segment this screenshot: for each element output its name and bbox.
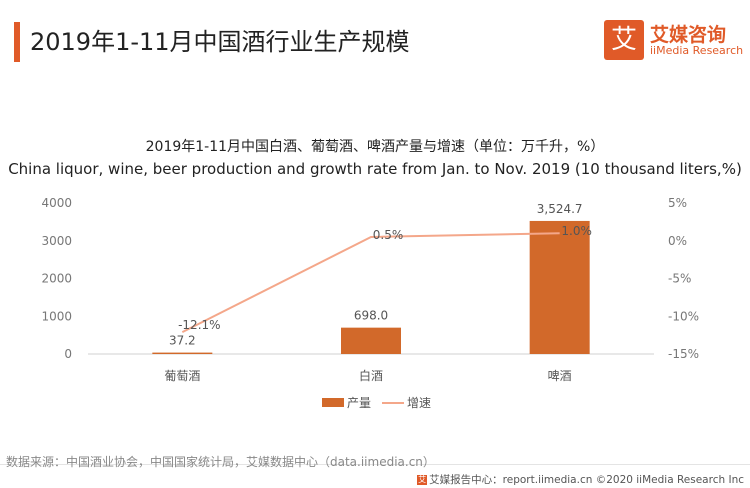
chart-title-cn: 2019年1-11月中国白酒、葡萄酒、啤酒产量与增速（单位：万千升，%）: [145, 139, 605, 155]
title-accent-bar: [14, 22, 20, 62]
production-chart: 0 1000 2000 3000 4000 -15% -10% -5% 0% 5% 葡萄酒 白酒 啤酒 3…: [41, 196, 699, 410]
line-value-label: -12.1%: [178, 318, 220, 332]
brand-logo: 艾 艾媒咨询 iiMedia Research: [604, 18, 744, 62]
y-right-tick-label: -5%: [668, 272, 691, 286]
y-right-tick-label: -10%: [668, 309, 699, 323]
y-left-tick-label: 0: [64, 347, 72, 361]
y-left-tick-label: 2000: [41, 272, 72, 286]
y-left-tick-label: 4000: [41, 196, 72, 210]
line-value-label: 0.5%: [373, 228, 404, 242]
chart-title-en: China liquor, wine, beer production and …: [8, 160, 742, 178]
page-title: 2019年1-11月中国酒行业生产规模: [30, 28, 410, 56]
brand-logo-icon: 艾: [604, 20, 644, 60]
x-tick-label: 啤酒: [548, 368, 572, 383]
footer-divider: [0, 464, 750, 465]
legend-bar-swatch: [322, 398, 344, 407]
x-tick-label: 葡萄酒: [164, 369, 200, 383]
line-value-label: 1.0%: [561, 224, 592, 238]
footer-text: 艾媒报告中心：report.iimedia.cn ©2020 iiMedia R…: [429, 474, 744, 486]
y-right-tick-label: -15%: [668, 347, 699, 361]
brand-name: 艾媒咨询: [650, 24, 727, 46]
bar-value-label: 3,524.7: [537, 202, 583, 216]
y-left-tick-label: 3000: [41, 234, 72, 248]
bar: [529, 220, 590, 354]
y-left-tick-label: 1000: [41, 309, 72, 323]
y-right-tick-label: 5%: [668, 196, 687, 210]
footer: 艾艾媒报告中心：report.iimedia.cn ©2020 iiMedia …: [417, 472, 744, 487]
bar: [341, 327, 401, 354]
legend-line-label: 增速: [407, 396, 431, 410]
bar-value-label: 37.2: [169, 334, 196, 348]
data-source: 数据来源：中国酒业协会，中国国家统计局，艾媒数据中心（data.iimedia.…: [6, 455, 435, 469]
bar-value-label: 698.0: [354, 309, 388, 323]
brand-subtitle: iiMedia Research: [650, 44, 744, 57]
bar: [152, 352, 213, 354]
legend-bar-label: 产量: [347, 396, 371, 410]
growth-line: [181, 232, 560, 333]
x-tick-label: 白酒: [359, 368, 383, 383]
footer-logo-icon: 艾: [417, 475, 428, 485]
y-right-tick-label: 0%: [668, 234, 687, 248]
